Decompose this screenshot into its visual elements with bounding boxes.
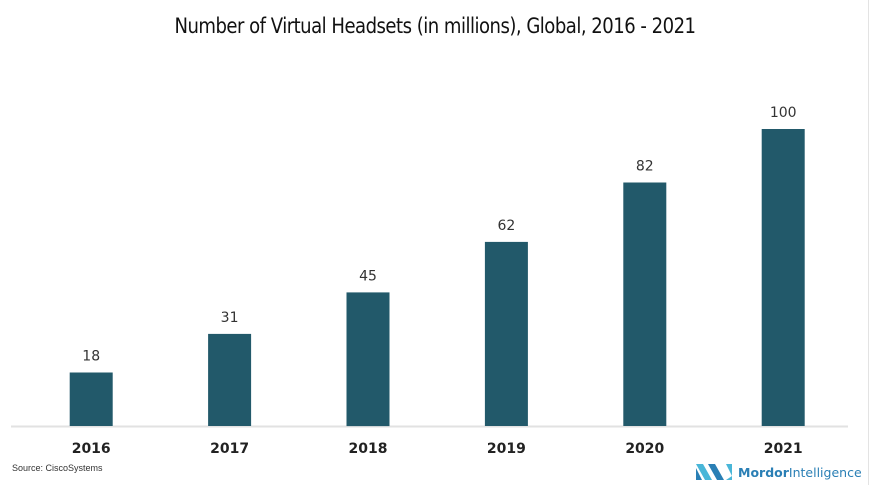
source-note: Source: CiscoSystems: [12, 463, 103, 473]
bar-2020: [623, 182, 667, 426]
x-tick-label-2019: 2019: [487, 441, 526, 457]
x-tick-label-2017: 2017: [210, 441, 249, 457]
bar-2016: [69, 372, 113, 426]
data-label-2021: 100: [770, 105, 797, 121]
data-label-2017: 31: [221, 310, 239, 326]
bar-2017: [208, 333, 252, 426]
data-label-2020: 82: [636, 159, 654, 175]
mordor-logo-icon: [696, 464, 732, 480]
bar-2021: [761, 129, 805, 426]
data-label-2019: 62: [497, 218, 515, 234]
chart-title: Number of Virtual Headsets (in millions)…: [174, 14, 696, 38]
x-tick-label-2016: 2016: [72, 441, 111, 457]
x-tick-label-2021: 2021: [764, 441, 803, 457]
data-label-2018: 45: [359, 268, 377, 284]
bar-2019: [484, 241, 528, 426]
bar-2018: [346, 292, 390, 427]
data-label-2016: 18: [82, 349, 100, 365]
x-tick-label-2018: 2018: [349, 441, 388, 457]
logo-text-light: Intelligence: [788, 464, 862, 480]
logo-text: MordorIntelligence: [738, 465, 862, 480]
mordor-intelligence-logo: MordorIntelligence: [696, 463, 862, 481]
right-edge-divider: [868, 0, 869, 485]
logo-text-bold: Mordor: [738, 464, 789, 480]
x-tick-label-2020: 2020: [625, 441, 664, 457]
